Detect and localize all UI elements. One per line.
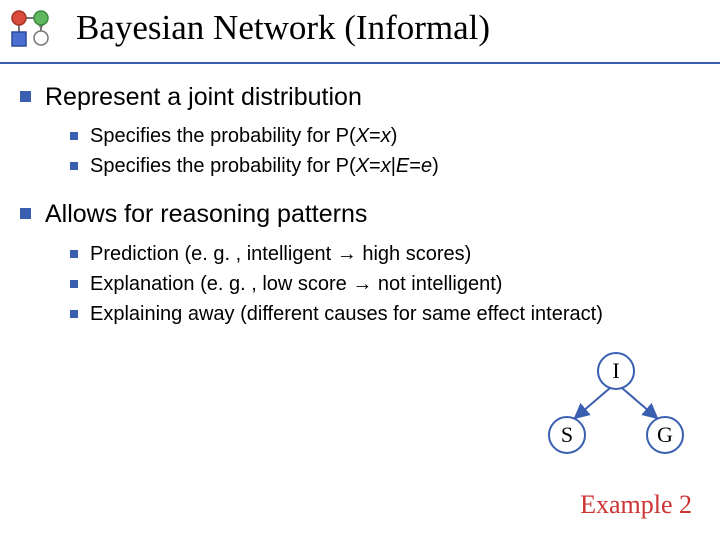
point-text: Prediction (e. g. , intelligent → high s… <box>90 241 471 267</box>
bullet-level2: Specifies the probability for P(X=x) <box>70 123 700 149</box>
square-bullet-icon <box>70 132 78 140</box>
point-text: Explanation (e. g. , low score → not int… <box>90 271 502 297</box>
point-text: Represent a joint distribution <box>45 82 362 113</box>
square-bullet-icon <box>70 250 78 258</box>
bullet-level2: Explanation (e. g. , low score → not int… <box>70 271 700 297</box>
graph-node-I: I <box>597 352 635 390</box>
slide-title: Bayesian Network (Informal) <box>76 8 490 48</box>
square-bullet-icon <box>70 310 78 318</box>
square-bullet-icon <box>20 91 31 102</box>
point-text: Explaining away (different causes for sa… <box>90 301 603 327</box>
point-text: Specifies the probability for P(X=x) <box>90 123 397 149</box>
example-label: Example 2 <box>580 490 692 520</box>
bullet-level1: Allows for reasoning patterns <box>20 199 700 230</box>
bullet-level1: Represent a joint distribution <box>20 82 700 113</box>
bullet-level2: Explaining away (different causes for sa… <box>70 301 700 327</box>
point-text: Allows for reasoning patterns <box>45 199 367 230</box>
slide: Bayesian Network (Informal) Represent a … <box>0 0 720 540</box>
square-bullet-icon <box>20 208 31 219</box>
graph-node-G: G <box>646 416 684 454</box>
bayes-net-diagram: I S G <box>540 352 690 472</box>
bullet-level2: Specifies the probability for P(X=x|E=e) <box>70 153 700 179</box>
sub-list: Specifies the probability for P(X=x) Spe… <box>70 123 700 179</box>
title-bar: Bayesian Network (Informal) <box>0 0 720 64</box>
square-bullet-icon <box>70 280 78 288</box>
sub-list: Prediction (e. g. , intelligent → high s… <box>70 241 700 327</box>
graph-node-S: S <box>548 416 586 454</box>
logo-icon <box>8 8 52 52</box>
bullet-level2: Prediction (e. g. , intelligent → high s… <box>70 241 700 267</box>
square-bullet-icon <box>70 162 78 170</box>
point-text: Specifies the probability for P(X=x|E=e) <box>90 153 439 179</box>
slide-body: Represent a joint distribution Specifies… <box>0 64 720 327</box>
